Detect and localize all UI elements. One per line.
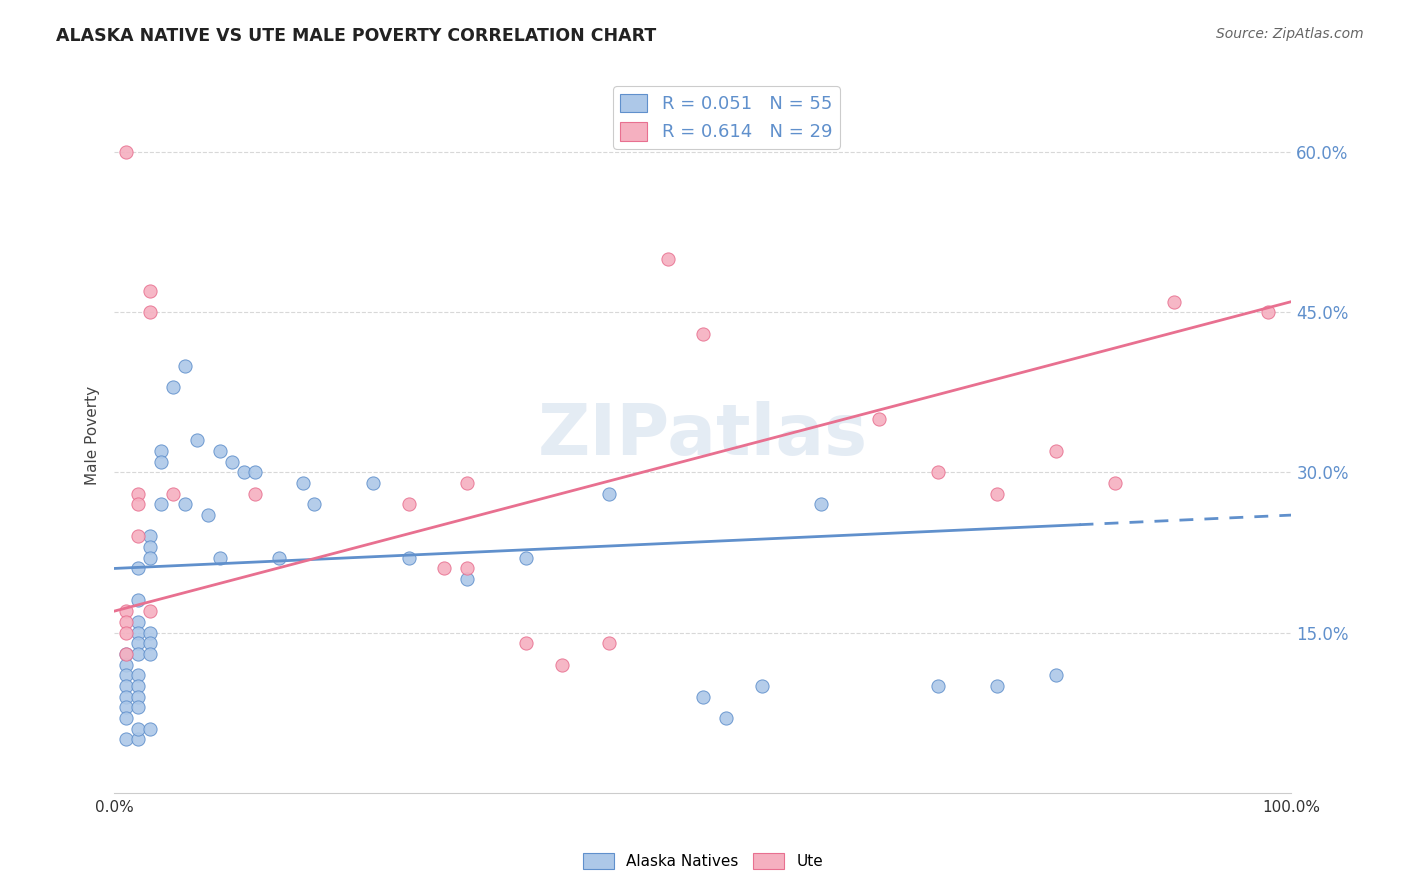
Point bbox=[456, 561, 478, 575]
Point bbox=[127, 497, 149, 511]
Point bbox=[127, 722, 149, 736]
Point bbox=[1257, 305, 1279, 319]
Point bbox=[1045, 444, 1067, 458]
Legend: R = 0.051   N = 55, R = 0.614   N = 29: R = 0.051 N = 55, R = 0.614 N = 29 bbox=[613, 87, 839, 149]
Point bbox=[138, 636, 160, 650]
Legend: Alaska Natives, Ute: Alaska Natives, Ute bbox=[576, 847, 830, 875]
Point bbox=[197, 508, 219, 522]
Point bbox=[986, 679, 1008, 693]
Point bbox=[598, 636, 620, 650]
Point bbox=[127, 700, 149, 714]
Point bbox=[127, 593, 149, 607]
Point bbox=[1045, 668, 1067, 682]
Text: ALASKA NATIVE VS UTE MALE POVERTY CORRELATION CHART: ALASKA NATIVE VS UTE MALE POVERTY CORREL… bbox=[56, 27, 657, 45]
Point bbox=[150, 455, 173, 469]
Point bbox=[138, 604, 160, 618]
Point bbox=[550, 657, 572, 672]
Point bbox=[115, 647, 138, 661]
Point bbox=[138, 647, 160, 661]
Point bbox=[515, 636, 537, 650]
Point bbox=[598, 487, 620, 501]
Point bbox=[1163, 294, 1185, 309]
Point bbox=[209, 444, 232, 458]
Point bbox=[127, 690, 149, 704]
Point bbox=[115, 657, 138, 672]
Point bbox=[162, 487, 184, 501]
Point bbox=[127, 668, 149, 682]
Point bbox=[115, 604, 138, 618]
Point bbox=[127, 561, 149, 575]
Point bbox=[304, 497, 326, 511]
Point bbox=[692, 690, 714, 704]
Point bbox=[138, 722, 160, 736]
Point bbox=[138, 540, 160, 554]
Point bbox=[162, 380, 184, 394]
Point bbox=[456, 476, 478, 491]
Point bbox=[115, 647, 138, 661]
Point bbox=[657, 252, 679, 266]
Point bbox=[138, 305, 160, 319]
Point bbox=[138, 625, 160, 640]
Point bbox=[127, 679, 149, 693]
Point bbox=[291, 476, 314, 491]
Point bbox=[173, 497, 195, 511]
Point bbox=[127, 529, 149, 543]
Point bbox=[927, 466, 949, 480]
Point bbox=[115, 615, 138, 629]
Point bbox=[115, 679, 138, 693]
Point bbox=[173, 359, 195, 373]
Point bbox=[716, 711, 738, 725]
Point bbox=[127, 732, 149, 747]
Point bbox=[361, 476, 384, 491]
Point bbox=[927, 679, 949, 693]
Point bbox=[515, 550, 537, 565]
Point bbox=[115, 690, 138, 704]
Point bbox=[115, 732, 138, 747]
Point bbox=[868, 412, 890, 426]
Point bbox=[138, 550, 160, 565]
Point bbox=[150, 497, 173, 511]
Point bbox=[186, 434, 208, 448]
Point bbox=[127, 615, 149, 629]
Point bbox=[232, 466, 254, 480]
Point bbox=[986, 487, 1008, 501]
Point bbox=[398, 497, 420, 511]
Point bbox=[115, 625, 138, 640]
Y-axis label: Male Poverty: Male Poverty bbox=[86, 385, 100, 484]
Point bbox=[127, 647, 149, 661]
Point bbox=[245, 487, 267, 501]
Point bbox=[398, 550, 420, 565]
Point bbox=[127, 636, 149, 650]
Point bbox=[115, 700, 138, 714]
Point bbox=[138, 284, 160, 298]
Point bbox=[751, 679, 773, 693]
Point bbox=[692, 326, 714, 341]
Point bbox=[138, 529, 160, 543]
Point bbox=[150, 444, 173, 458]
Text: Source: ZipAtlas.com: Source: ZipAtlas.com bbox=[1216, 27, 1364, 41]
Point bbox=[1104, 476, 1126, 491]
Text: ZIPatlas: ZIPatlas bbox=[537, 401, 868, 469]
Point bbox=[245, 466, 267, 480]
Point bbox=[127, 487, 149, 501]
Point bbox=[456, 572, 478, 586]
Point bbox=[115, 711, 138, 725]
Point bbox=[221, 455, 243, 469]
Point bbox=[209, 550, 232, 565]
Point bbox=[267, 550, 290, 565]
Point bbox=[127, 625, 149, 640]
Point bbox=[115, 668, 138, 682]
Point bbox=[433, 561, 456, 575]
Point bbox=[810, 497, 832, 511]
Point bbox=[115, 145, 138, 160]
